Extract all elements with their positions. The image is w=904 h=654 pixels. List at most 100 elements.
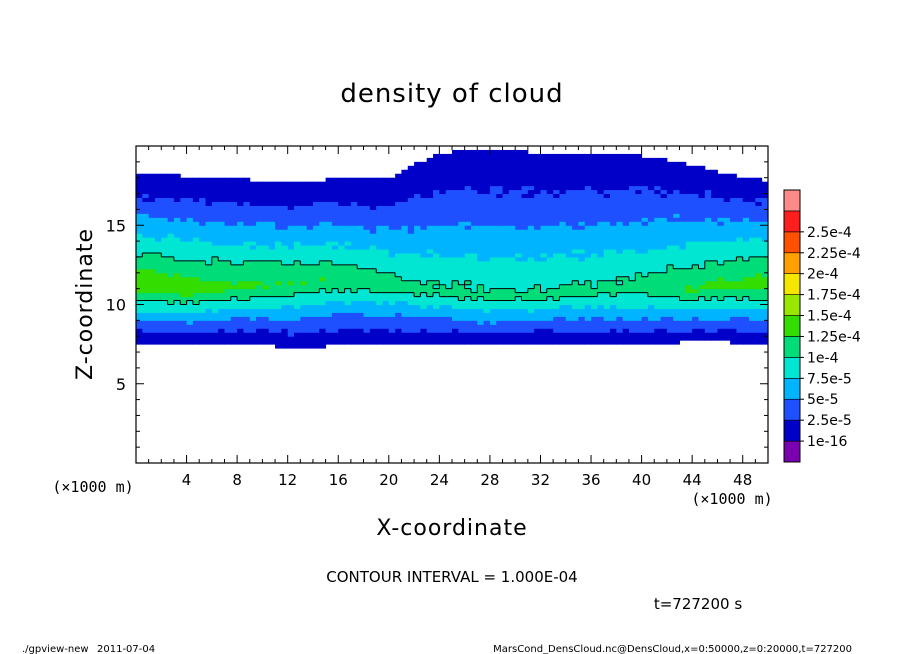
density-cell — [420, 328, 428, 333]
density-cell — [749, 241, 756, 246]
density-cell — [287, 276, 295, 282]
density-cell — [388, 268, 396, 274]
density-cell — [477, 173, 485, 179]
density-cell — [388, 256, 396, 262]
density-cell — [401, 225, 409, 230]
density-cell — [218, 201, 225, 206]
density-cell — [294, 197, 301, 202]
density-cell — [205, 324, 213, 329]
density-cell — [704, 245, 712, 250]
density-cell — [749, 324, 756, 329]
density-cell — [641, 264, 649, 270]
density-cell — [401, 276, 409, 282]
density-cell — [281, 268, 289, 274]
density-cell — [572, 177, 579, 183]
density-cell — [407, 197, 415, 202]
density-cell — [173, 241, 181, 246]
density-cell — [426, 304, 434, 309]
density-cell — [704, 336, 712, 341]
density-cell — [268, 324, 276, 329]
density-cell — [704, 276, 712, 282]
density-cell — [597, 332, 605, 337]
density-cell — [211, 260, 219, 266]
density-cell — [458, 268, 466, 274]
density-cell — [521, 245, 529, 250]
density-cell — [275, 221, 282, 226]
density-cell — [540, 193, 548, 199]
density-cell — [597, 185, 605, 191]
density-cell — [673, 288, 681, 294]
density-cell — [483, 288, 491, 294]
density-cell — [470, 189, 478, 195]
density-cell — [294, 185, 301, 191]
density-cell — [755, 328, 763, 333]
density-cell — [591, 292, 598, 298]
density-cell — [597, 245, 605, 250]
density-cell — [275, 296, 282, 302]
density-cell — [685, 225, 693, 230]
density-cell — [180, 272, 188, 278]
density-cell — [565, 332, 573, 337]
density-cell — [572, 260, 579, 266]
density-cell — [426, 249, 434, 254]
density-cell — [173, 292, 181, 298]
density-cell — [470, 193, 478, 199]
density-cell — [597, 181, 605, 187]
density-cell — [136, 221, 143, 226]
density-cell — [685, 181, 693, 187]
density-cell — [540, 217, 548, 222]
density-cell — [635, 181, 643, 187]
density-cell — [439, 260, 447, 266]
density-cell — [268, 316, 276, 321]
density-cell — [546, 264, 554, 270]
density-cell — [591, 213, 598, 218]
density-cell — [224, 304, 232, 309]
density-cell — [508, 201, 516, 206]
density-cell — [243, 336, 251, 341]
density-cell — [546, 233, 554, 238]
density-cell — [711, 233, 718, 238]
density-cell — [338, 177, 346, 183]
density-cell — [711, 185, 718, 191]
density-cell — [635, 221, 643, 226]
density-cell — [698, 260, 706, 266]
density-cell — [262, 296, 270, 302]
density-cell — [673, 320, 681, 325]
density-cell — [717, 312, 725, 317]
density-cell — [723, 213, 731, 218]
density-cell — [666, 225, 674, 230]
density-cell — [559, 288, 567, 294]
density-cell — [610, 292, 617, 298]
density-cell — [192, 189, 200, 195]
density-cell — [281, 288, 289, 294]
density-cell — [369, 256, 377, 262]
density-cell — [749, 237, 756, 242]
density-cell — [407, 185, 415, 191]
density-cell — [515, 213, 523, 218]
density-cell — [420, 336, 428, 341]
density-cell — [515, 229, 523, 234]
density-cell — [711, 169, 718, 175]
density-cell — [660, 300, 668, 305]
density-cell — [546, 320, 554, 325]
density-cell — [281, 272, 289, 278]
density-cell — [502, 157, 510, 163]
density-cell — [230, 205, 238, 210]
density-cell — [243, 340, 251, 345]
density-cell — [597, 320, 605, 325]
density-cell — [635, 332, 643, 337]
density-cell — [344, 193, 352, 199]
density-cell — [180, 177, 188, 183]
density-cell — [186, 185, 194, 191]
density-cell — [698, 249, 706, 254]
density-cell — [199, 272, 207, 278]
density-cell — [211, 280, 219, 286]
density-cell — [534, 328, 541, 333]
density-cell — [698, 185, 706, 191]
density-cell — [420, 189, 428, 195]
density-cell — [749, 177, 756, 183]
density-cell — [603, 284, 611, 290]
density-cell — [294, 193, 301, 199]
density-cell — [654, 241, 662, 246]
density-cell — [350, 296, 358, 302]
